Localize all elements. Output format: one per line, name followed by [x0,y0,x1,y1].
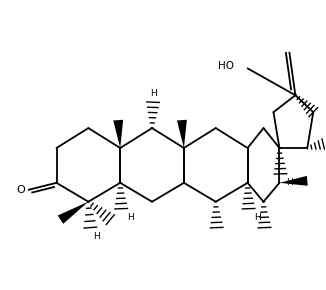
Text: H: H [150,89,156,98]
Text: HO: HO [218,61,234,71]
Text: H: H [93,232,100,241]
Text: H: H [255,213,261,222]
Text: H: H [287,178,293,187]
Text: H: H [127,213,134,222]
Polygon shape [279,176,308,186]
Polygon shape [113,120,123,148]
Text: O: O [16,185,25,195]
Polygon shape [177,120,187,148]
Polygon shape [58,202,88,224]
